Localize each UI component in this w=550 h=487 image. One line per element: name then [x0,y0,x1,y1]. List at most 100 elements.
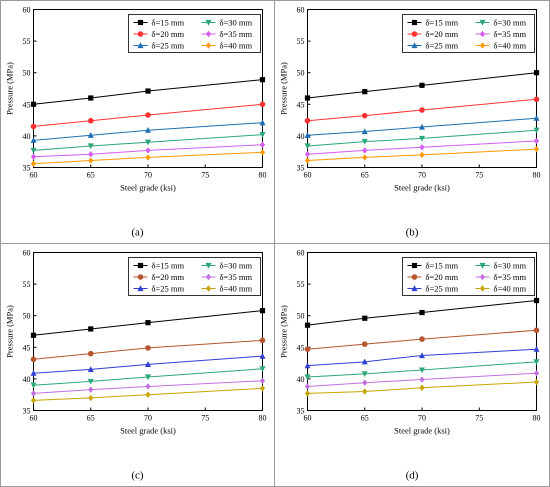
legend-label: δ=35 mm [494,272,527,282]
y-tick-label: 55 [297,280,305,289]
data-point [304,346,311,352]
series-line [307,72,537,99]
legend-marker [411,31,418,37]
x-tick-label: 75 [475,414,483,423]
data-point [88,157,94,164]
chart-panel-2: 60 65 70 75 80 35 40 45 50 55 60 Steel grade (ksi) P… [274,0,550,244]
legend-label: δ=35 mm [494,29,527,39]
legend-marker [205,285,212,292]
data-point [30,397,37,404]
data-point [419,82,425,88]
x-tick-label: 60 [304,171,312,180]
data-point [259,77,266,83]
x-tick-label: 80 [533,171,541,180]
legend-marker [479,262,486,269]
data-point [361,371,368,378]
data-point [30,123,37,130]
data-point [259,308,266,314]
y-axis-title: Pressure (MPa) [5,62,15,115]
data-point [259,366,266,372]
data-point [304,383,311,390]
data-point [419,135,425,142]
legend-marker [479,42,486,49]
y-tick-label: 45 [297,343,305,352]
legend-label: δ=40 mm [494,284,527,294]
x-tick-label: 70 [418,171,426,180]
series-4 [30,132,266,154]
legend-marker [411,274,418,280]
data-point [533,96,540,103]
data-point [304,132,311,138]
data-point [30,356,37,363]
x-tick-label: 75 [201,414,209,423]
x-axis-title: Steel grade (ksi) [120,183,176,193]
series-line [33,355,263,374]
data-point [362,379,368,386]
data-point [145,374,151,381]
data-point [145,139,151,146]
data-point [87,366,94,373]
legend-marker [137,285,144,292]
legend-label: δ=25 mm [426,41,459,51]
series-line [307,98,537,122]
legend-marker [479,273,486,281]
x-tick-label: 65 [87,414,95,423]
y-tick-label: 45 [297,100,305,109]
data-point [533,70,540,76]
series-5 [304,137,540,158]
legend-marker [205,42,212,49]
y-tick-label: 45 [23,343,31,352]
data-point [533,378,540,386]
data-point [145,112,151,118]
series-line [33,144,263,158]
data-point [259,141,266,148]
data-point [419,376,425,383]
data-point [304,117,311,124]
series-line [33,380,263,394]
y-tick-label: 50 [297,69,305,78]
data-point [30,370,37,376]
data-point [419,367,425,374]
y-tick-label: 55 [23,37,31,46]
x-tick-label: 70 [144,414,152,423]
x-tick-label: 70 [418,414,426,423]
data-point [145,345,151,351]
data-point [88,386,94,393]
y-tick-label: 55 [297,37,305,46]
y-axis-title: Pressure (MPa) [279,62,289,115]
data-point [145,320,151,326]
chart-panel-1: 60 65 70 75 80 35 40 45 50 55 60 Steel grade (ksi) P… [0,0,275,244]
legend-label: δ=35 mm [220,272,253,282]
series-6 [304,145,540,164]
data-point [533,145,540,153]
legend-label: δ=20 mm [426,29,459,39]
data-point [87,132,94,138]
legend-label: δ=15 mm [426,18,459,28]
series-4 [30,366,266,389]
x-axis-title: Steel grade (ksi) [120,426,176,436]
data-point [533,359,540,366]
data-point [419,151,425,159]
legend-marker [479,19,486,26]
data-point [88,326,94,332]
data-point [304,157,311,164]
data-point [361,341,368,347]
series-line [33,368,263,386]
series-1 [30,308,266,338]
panel-label: (b) [406,227,419,239]
data-point [419,309,425,316]
x-tick-label: 65 [87,171,95,180]
legend-marker [137,42,144,49]
data-point [304,95,311,101]
legend-marker [411,42,418,49]
y-tick-label: 60 [297,6,305,15]
data-point [304,362,311,369]
data-point [419,107,425,113]
data-point [533,115,540,121]
data-point [88,151,94,158]
legend-label: δ=40 mm [220,41,253,51]
legend-label: δ=25 mm [152,284,185,294]
y-tick-label: 60 [23,249,31,258]
data-point [362,89,368,95]
data-point [30,137,37,143]
